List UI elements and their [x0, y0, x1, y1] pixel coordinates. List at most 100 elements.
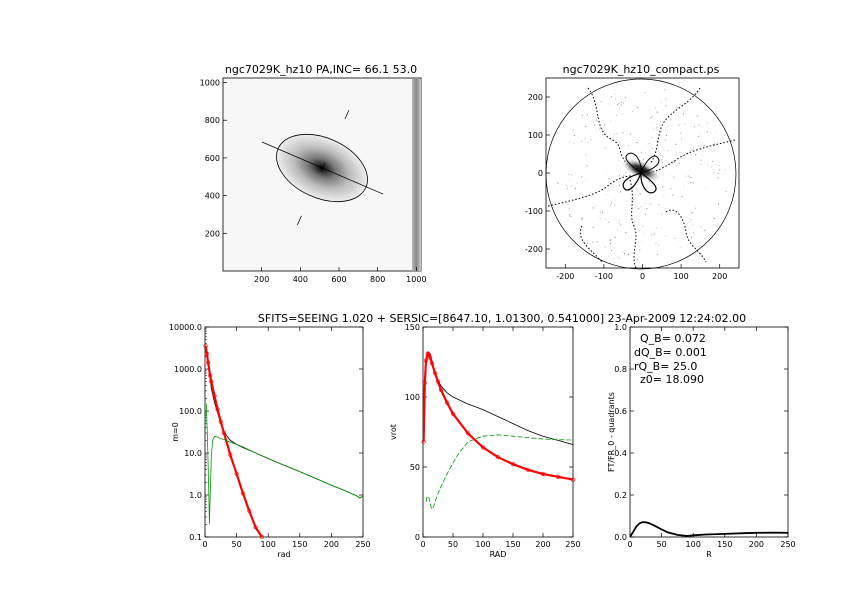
bulge-point [240, 491, 245, 496]
noise-speckle [653, 127, 655, 129]
noise-speckle [700, 163, 702, 165]
y-tick-label: 0.6 [614, 407, 627, 416]
noise-speckle [595, 205, 597, 207]
bulge-point [421, 439, 426, 444]
compact-panel-title: ngc7029K_hz10_compact.ps [563, 63, 720, 76]
noise-speckle [651, 136, 653, 138]
x-tick-label: 200 [712, 272, 727, 281]
y-tick-label: 10.0 [184, 449, 202, 458]
x-tick-label: 0 [640, 272, 645, 281]
noise-speckle [673, 176, 675, 178]
y-tick-label: 0.8 [614, 365, 627, 374]
noise-speckle [614, 93, 616, 95]
noise-speckle [604, 124, 606, 126]
series-line-bulge [205, 345, 264, 537]
noise-speckle [669, 174, 671, 176]
noise-speckle [577, 182, 578, 184]
y-axis-label: vrot [389, 424, 398, 440]
noise-speckle [701, 154, 703, 156]
bulge-point [221, 430, 227, 436]
y-tick-label: 100 [405, 393, 420, 402]
noise-speckle [655, 107, 657, 109]
bulge-point [203, 344, 208, 349]
y-tick-label: -100 [525, 207, 543, 216]
z0-value: z0= 18.090 [640, 373, 704, 386]
quadrant-ratio-chart: Q_B= 0.072 dQ_B= 0.001 rQ_B= 25.0 z0= 18… [607, 323, 796, 559]
noise-speckle [611, 202, 612, 204]
noise-speckle [604, 147, 606, 149]
noise-speckle [691, 236, 692, 238]
noise-speckle [619, 174, 620, 176]
noise-speckle [642, 158, 644, 160]
noise-speckle [622, 251, 624, 253]
x-tick-label: 150 [505, 540, 520, 549]
noise-speckle [581, 140, 583, 142]
noise-speckle [652, 233, 654, 235]
noise-speckle [597, 115, 599, 117]
noise-speckle [610, 120, 612, 122]
noise-speckle [663, 195, 665, 197]
noise-speckle [646, 208, 648, 210]
noise-speckle [705, 187, 707, 188]
noise-speckle [704, 229, 706, 231]
noise-speckle [592, 207, 594, 209]
x-tick-label: 400 [293, 275, 308, 284]
noise-speckle [656, 227, 658, 229]
noise-speckle [620, 224, 622, 226]
noise-speckle [581, 176, 583, 178]
dq-b-value: dQ_B= 0.001 [634, 346, 707, 359]
compact-x-ticks: -200 -100 0 100 200 [556, 264, 727, 281]
x-tick-label: 100 [686, 540, 701, 549]
noise-speckle [659, 121, 661, 122]
noise-speckle [585, 154, 587, 156]
noise-speckle [667, 150, 669, 152]
noise-speckle [640, 151, 642, 153]
noise-speckle [691, 212, 693, 214]
bulge-point [428, 355, 433, 360]
noise-speckle [699, 132, 701, 134]
noise-speckle [602, 212, 603, 214]
bulge-point [228, 452, 233, 458]
noise-speckle [677, 104, 679, 106]
noise-speckle [666, 135, 667, 137]
noise-speckle [617, 256, 619, 258]
noise-speckle [689, 176, 691, 178]
noise-speckle [657, 254, 659, 256]
noise-speckle [712, 144, 713, 146]
bulge-point [208, 373, 213, 378]
noise-speckle [690, 176, 692, 178]
noise-speckle [618, 220, 620, 222]
noise-speckle [683, 113, 684, 115]
noise-speckle [681, 138, 683, 140]
noise-speckle [618, 107, 620, 109]
noise-speckle [599, 217, 601, 219]
noise-speckle [642, 225, 644, 227]
noise-speckle [587, 141, 589, 143]
y-tick-label: -200 [525, 245, 543, 254]
noise-speckle [599, 128, 601, 130]
noise-speckle [609, 243, 611, 245]
noise-speckle [618, 159, 620, 161]
x-tick-label: -100 [595, 272, 613, 281]
x-axis-label: RAD [490, 550, 507, 559]
x-tick-label: 100 [475, 540, 490, 549]
bulge-point [218, 419, 223, 425]
noise-speckle [679, 190, 681, 192]
y-tick-label: 0.0 [614, 533, 627, 542]
contour-upper-right [649, 87, 701, 165]
bulge-point [465, 431, 471, 436]
noise-speckle [690, 182, 692, 184]
noise-speckle [585, 125, 587, 127]
noise-speckle [594, 124, 596, 126]
bulge-point [422, 380, 427, 386]
noise-speckle [724, 169, 726, 170]
noise-speckle [599, 211, 601, 213]
noise-speckle [613, 133, 615, 135]
noise-speckle [569, 141, 570, 143]
noise-speckle [641, 241, 643, 243]
bulge-point [435, 379, 441, 384]
noise-speckle [597, 111, 599, 113]
noise-speckle [660, 131, 662, 133]
noise-speckle [693, 126, 695, 128]
y-tick-label: 400 [205, 192, 220, 201]
